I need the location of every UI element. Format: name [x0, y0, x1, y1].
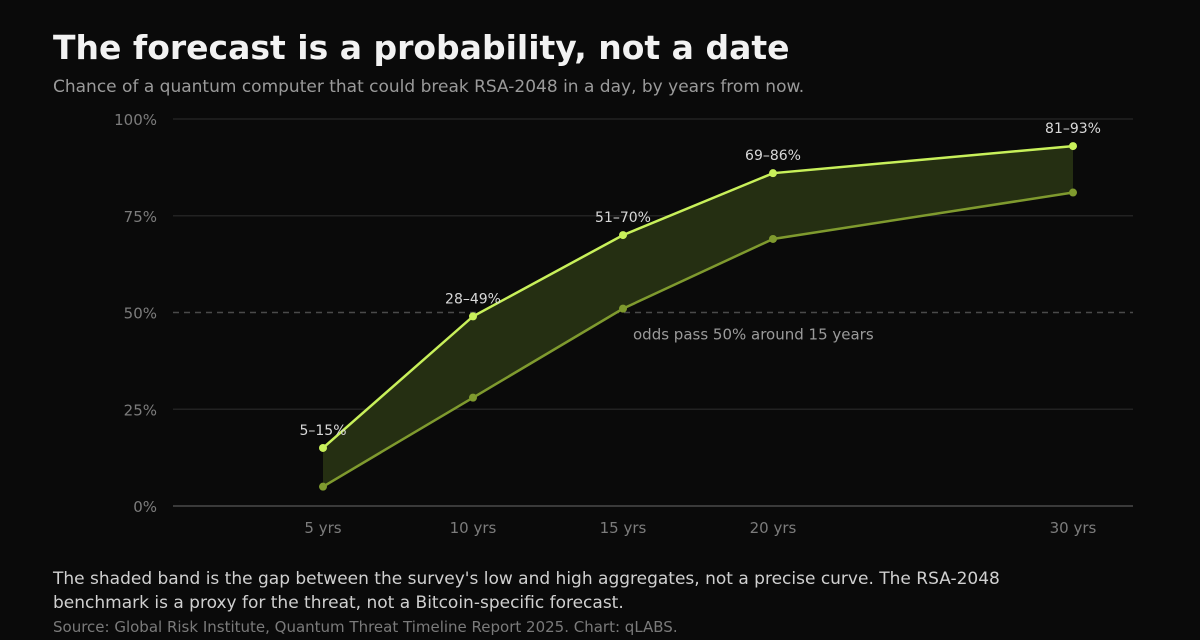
high-series-point	[319, 443, 327, 452]
range-data-label: 5–15%	[299, 423, 346, 439]
uncertainty-band	[323, 146, 1073, 487]
x-tick-label: 30 yrs	[1050, 519, 1097, 537]
low-series-point	[769, 234, 777, 243]
low-series-point	[319, 482, 327, 491]
chart-source: Source: Global Risk Institute, Quantum T…	[53, 618, 678, 636]
high-series-point	[619, 231, 627, 240]
x-tick-label: 5 yrs	[304, 519, 341, 537]
y-tick-label: 0%	[133, 498, 157, 516]
low-series-point	[619, 304, 627, 313]
y-tick-label: 100%	[114, 111, 157, 129]
x-tick-label: 20 yrs	[750, 519, 797, 537]
range-data-label: 69–86%	[745, 148, 801, 164]
range-data-label: 81–93%	[1045, 121, 1101, 137]
chart-title: The forecast is a probability, not a dat…	[53, 28, 790, 67]
y-tick-label: 75%	[124, 208, 157, 226]
high-series-point	[469, 312, 477, 321]
chart-footnote: The shaded band is the gap between the s…	[53, 569, 1000, 613]
x-tick-label: 10 yrs	[450, 519, 497, 537]
high-series-point	[1069, 142, 1077, 151]
chart-subtitle: Chance of a quantum computer that could …	[53, 77, 805, 97]
y-tick-label: 25%	[124, 401, 157, 419]
range-data-label: 28–49%	[445, 291, 501, 307]
low-series-point	[469, 393, 477, 402]
x-tick-label: 15 yrs	[600, 519, 647, 537]
range-data-label: 51–70%	[595, 210, 651, 226]
y-tick-label: 50%	[124, 305, 157, 323]
threshold-annotation: odds pass 50% around 15 years	[633, 326, 874, 344]
low-series-point	[1069, 188, 1077, 197]
high-series-point	[769, 169, 777, 178]
